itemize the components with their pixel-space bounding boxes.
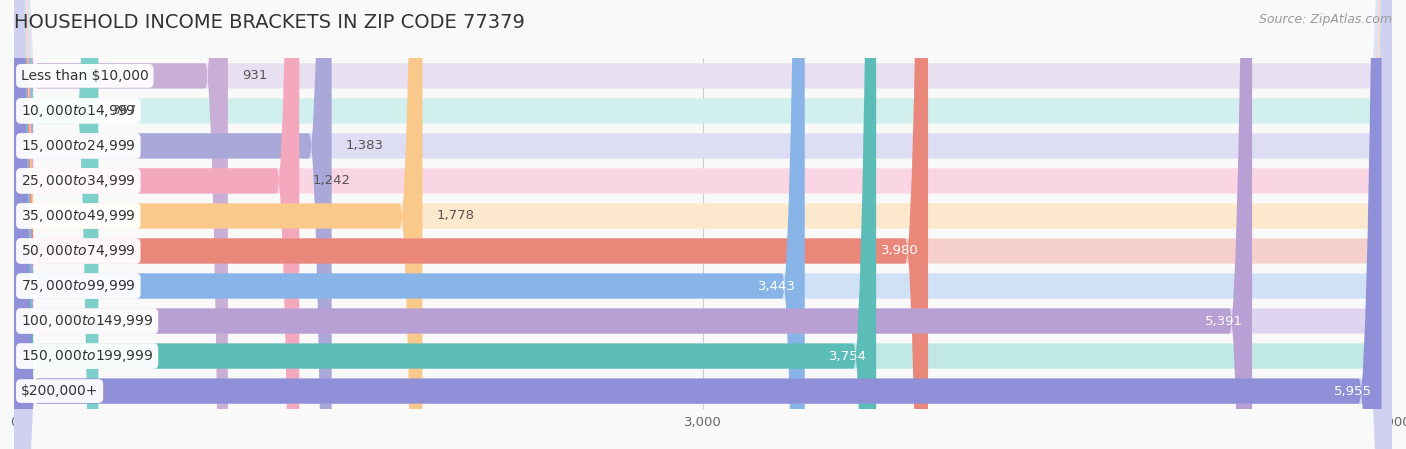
Text: $75,000 to $99,999: $75,000 to $99,999 — [21, 278, 136, 294]
Text: $200,000+: $200,000+ — [21, 384, 98, 398]
Text: Less than $10,000: Less than $10,000 — [21, 69, 149, 83]
FancyBboxPatch shape — [14, 0, 1392, 449]
Text: 5,391: 5,391 — [1205, 315, 1243, 327]
Text: 3,980: 3,980 — [882, 245, 920, 257]
FancyBboxPatch shape — [14, 0, 98, 449]
Text: 3,754: 3,754 — [830, 350, 868, 362]
FancyBboxPatch shape — [14, 0, 1392, 449]
FancyBboxPatch shape — [14, 0, 1382, 449]
FancyBboxPatch shape — [14, 0, 332, 449]
Text: $10,000 to $14,999: $10,000 to $14,999 — [21, 103, 136, 119]
FancyBboxPatch shape — [14, 0, 1392, 449]
Text: 1,383: 1,383 — [346, 140, 384, 152]
FancyBboxPatch shape — [14, 0, 928, 449]
FancyBboxPatch shape — [14, 0, 1392, 449]
Text: $150,000 to $199,999: $150,000 to $199,999 — [21, 348, 153, 364]
Text: HOUSEHOLD INCOME BRACKETS IN ZIP CODE 77379: HOUSEHOLD INCOME BRACKETS IN ZIP CODE 77… — [14, 13, 524, 32]
Text: $100,000 to $149,999: $100,000 to $149,999 — [21, 313, 153, 329]
Text: 1,778: 1,778 — [436, 210, 474, 222]
FancyBboxPatch shape — [14, 0, 1392, 449]
Text: 3,443: 3,443 — [758, 280, 796, 292]
FancyBboxPatch shape — [14, 0, 1392, 449]
Text: $25,000 to $34,999: $25,000 to $34,999 — [21, 173, 136, 189]
Text: $15,000 to $24,999: $15,000 to $24,999 — [21, 138, 136, 154]
FancyBboxPatch shape — [14, 0, 1392, 449]
Text: 1,242: 1,242 — [314, 175, 352, 187]
Text: 5,955: 5,955 — [1334, 385, 1372, 397]
FancyBboxPatch shape — [14, 0, 876, 449]
FancyBboxPatch shape — [14, 0, 1392, 449]
Text: $35,000 to $49,999: $35,000 to $49,999 — [21, 208, 136, 224]
FancyBboxPatch shape — [14, 0, 804, 449]
FancyBboxPatch shape — [14, 0, 1392, 449]
Text: Source: ZipAtlas.com: Source: ZipAtlas.com — [1258, 13, 1392, 26]
Text: 367: 367 — [112, 105, 138, 117]
FancyBboxPatch shape — [14, 0, 228, 449]
FancyBboxPatch shape — [14, 0, 1253, 449]
FancyBboxPatch shape — [14, 0, 1392, 449]
FancyBboxPatch shape — [14, 0, 422, 449]
FancyBboxPatch shape — [14, 0, 299, 449]
Text: $50,000 to $74,999: $50,000 to $74,999 — [21, 243, 136, 259]
Text: 931: 931 — [242, 70, 267, 82]
